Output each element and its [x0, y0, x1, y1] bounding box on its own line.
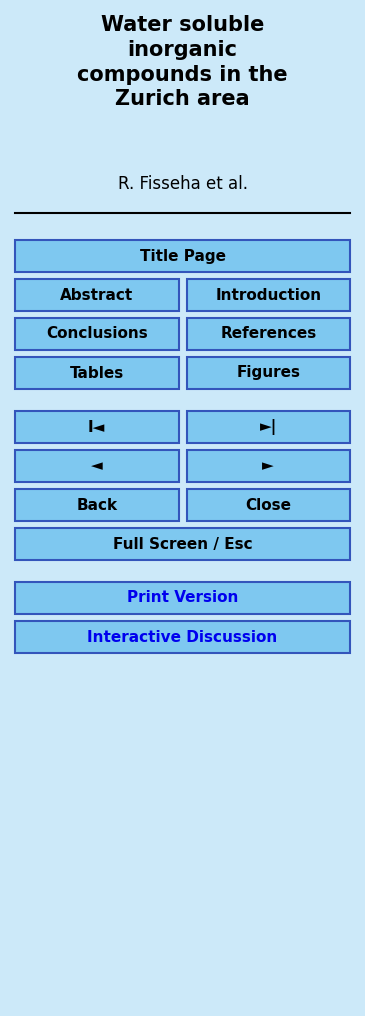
FancyBboxPatch shape [187, 450, 350, 482]
FancyBboxPatch shape [15, 411, 178, 443]
FancyBboxPatch shape [15, 450, 178, 482]
Text: ►|: ►| [260, 419, 277, 435]
FancyBboxPatch shape [187, 357, 350, 389]
Text: Conclusions: Conclusions [46, 326, 147, 341]
FancyBboxPatch shape [187, 318, 350, 350]
Text: Abstract: Abstract [60, 288, 133, 303]
Text: ◄: ◄ [91, 458, 103, 473]
FancyBboxPatch shape [15, 489, 178, 521]
Text: I◄: I◄ [88, 420, 105, 435]
Text: Close: Close [245, 498, 291, 512]
Text: Print Version: Print Version [127, 590, 238, 606]
FancyBboxPatch shape [15, 240, 350, 272]
Text: References: References [220, 326, 316, 341]
FancyBboxPatch shape [15, 357, 178, 389]
FancyBboxPatch shape [15, 279, 178, 311]
FancyBboxPatch shape [187, 279, 350, 311]
FancyBboxPatch shape [15, 621, 350, 653]
Text: R. Fisseha et al.: R. Fisseha et al. [118, 175, 247, 193]
FancyBboxPatch shape [15, 318, 178, 350]
Text: Water soluble
inorganic
compounds in the
Zurich area: Water soluble inorganic compounds in the… [77, 15, 288, 110]
Text: Back: Back [76, 498, 117, 512]
FancyBboxPatch shape [15, 528, 350, 560]
Text: Figures: Figures [236, 366, 300, 381]
Text: Tables: Tables [70, 366, 124, 381]
Text: Full Screen / Esc: Full Screen / Esc [113, 536, 252, 552]
Text: Interactive Discussion: Interactive Discussion [87, 630, 278, 644]
FancyBboxPatch shape [187, 411, 350, 443]
FancyBboxPatch shape [187, 489, 350, 521]
Text: ►: ► [262, 458, 274, 473]
FancyBboxPatch shape [15, 582, 350, 614]
Text: Title Page: Title Page [139, 249, 226, 263]
Text: Introduction: Introduction [215, 288, 321, 303]
